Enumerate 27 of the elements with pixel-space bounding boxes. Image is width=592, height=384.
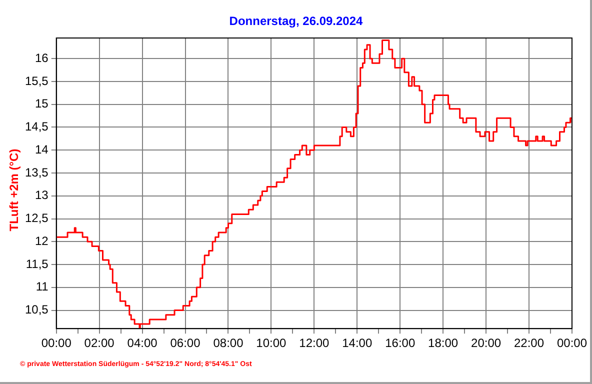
x-tick-label: 06:00 <box>170 336 201 350</box>
x-tick-label: 08:00 <box>213 336 244 350</box>
y-tick-label: 14,5 <box>24 120 49 134</box>
x-tick-label: 10:00 <box>256 336 287 350</box>
x-tick-label: 22:00 <box>514 336 544 350</box>
y-tick-label: 11 <box>36 280 49 294</box>
y-tick-label: 12 <box>34 234 49 248</box>
chart-title: Donnerstag, 26.09.2024 <box>228 14 364 28</box>
y-tick-label: 12,5 <box>24 211 49 226</box>
x-tick-label: 00:00 <box>556 336 588 350</box>
y-tick-label: 14 <box>34 142 49 156</box>
y-tick-label: 11,5 <box>26 256 49 271</box>
y-tick-label: 13,5 <box>24 165 49 180</box>
y-tick-label: 15,5 <box>24 74 49 88</box>
x-tick-label: 20:00 <box>471 336 502 350</box>
y-axis-title: TLuft +2m (°C) <box>7 148 21 232</box>
x-tick-label: 16:00 <box>385 336 416 350</box>
x-tick-label: 00:00 <box>41 336 72 350</box>
x-tick-label: 12:00 <box>299 336 330 350</box>
x-tick-label: 18:00 <box>428 336 458 350</box>
y-tick-label: 16 <box>34 50 49 65</box>
y-tick-label: 15 <box>34 96 49 111</box>
y-tick-label: 10,5 <box>24 302 49 317</box>
x-tick-label: 02:00 <box>84 336 115 350</box>
y-tick-label: 13 <box>34 188 49 202</box>
x-tick-label: 14:00 <box>342 336 372 350</box>
x-tick-label: 04:00 <box>127 336 158 350</box>
